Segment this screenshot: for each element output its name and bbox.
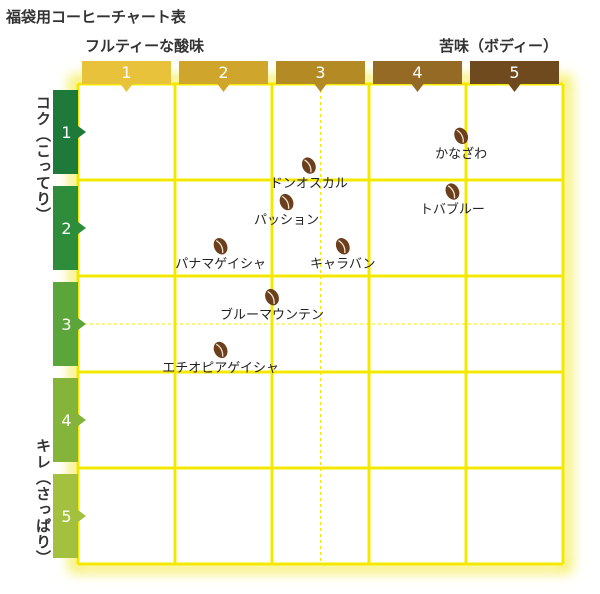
y-tick-tab xyxy=(53,378,86,462)
point-label: トバブルー xyxy=(420,202,485,218)
y-tick-tab xyxy=(53,90,86,174)
point-label: かなざわ xyxy=(435,146,487,162)
coffee-bean-icon xyxy=(445,183,460,200)
x-tick-label: 1 xyxy=(121,63,131,82)
x-tick-tab xyxy=(82,61,171,92)
x-tick-tab xyxy=(373,61,462,92)
y-tick-tab xyxy=(53,282,86,366)
point-label: パナマゲイシャ xyxy=(175,257,266,272)
coffee-bean-crease xyxy=(304,159,312,173)
x-axis-left-label: フルティーな酸味 xyxy=(85,37,205,55)
y-tick-label: 5 xyxy=(61,507,71,526)
coffee-bean-icon xyxy=(454,127,469,145)
coffee-bean-crease xyxy=(281,195,290,209)
x-tick-label: 5 xyxy=(509,63,519,82)
x-tick-label: 2 xyxy=(218,63,228,82)
x-tick-label: 4 xyxy=(412,63,422,82)
coffee-bean-crease xyxy=(456,129,464,143)
x-tick-tab xyxy=(179,61,268,92)
coffee-bean-crease xyxy=(338,239,346,254)
coffee-bean-icon xyxy=(279,193,294,211)
y-tick-label: 4 xyxy=(61,411,71,430)
y-axis-top-label: コク（こってり） xyxy=(34,95,52,223)
coffee-bean-icon xyxy=(335,238,350,255)
x-tick-tab xyxy=(470,61,559,92)
point-label: エチオピアゲイシャ xyxy=(162,361,279,376)
y-axis-bottom-label: キレ（さっぱり） xyxy=(34,438,52,566)
coffee-bean-icon xyxy=(265,288,279,306)
coffee-bean-crease xyxy=(215,343,224,357)
y-tick-label: 1 xyxy=(61,123,71,142)
y-tick-label: 2 xyxy=(61,219,71,238)
x-tick-label: 3 xyxy=(315,63,325,82)
coffee-bean-crease xyxy=(267,290,275,304)
y-tick-tab xyxy=(53,474,86,558)
y-tick-tab xyxy=(53,186,86,270)
coffee-bean-icon xyxy=(301,157,316,174)
coffee-bean-icon xyxy=(213,238,228,255)
y-tick-label: 3 xyxy=(61,315,71,334)
coffee-bean-crease xyxy=(447,185,456,199)
x-axis-right-label: 苦味（ボディー） xyxy=(439,37,558,55)
point-label: パッション xyxy=(254,213,319,228)
coffee-bean-icon xyxy=(213,341,228,359)
point-label: ドンオスカル xyxy=(270,177,348,192)
point-label: ブルーマウンテン xyxy=(220,307,324,323)
point-label: キャラバン xyxy=(310,257,376,272)
coffee-bean-crease xyxy=(215,239,224,254)
x-tick-tab xyxy=(276,61,365,92)
page-title: 福袋用コーヒーチャート表 xyxy=(6,8,186,26)
